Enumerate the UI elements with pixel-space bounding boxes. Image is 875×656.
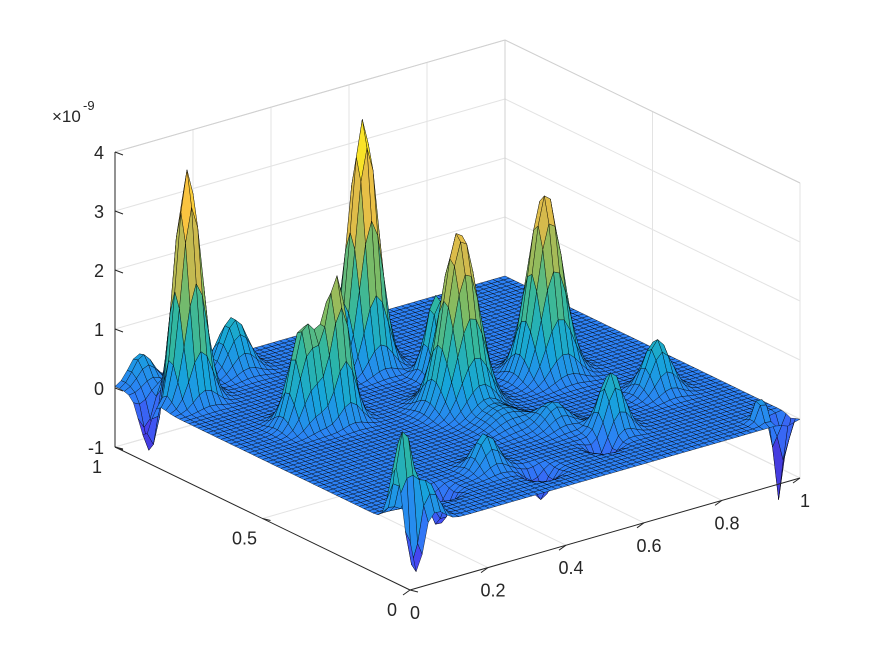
z-tick-label: 1 <box>94 320 104 340</box>
x-tick-label: 0.6 <box>636 536 661 556</box>
grid-line-z-side <box>504 98 801 243</box>
y-tick <box>409 589 419 593</box>
grid-line-z-back <box>114 157 506 271</box>
z-tick-label: 0 <box>94 379 104 399</box>
z-tick-label: -1 <box>88 438 104 458</box>
z-tick <box>114 151 124 156</box>
x-tick-label: 0.2 <box>480 581 505 601</box>
x-tick-label: 1 <box>800 491 810 511</box>
x-tick-label: 0 <box>410 603 420 623</box>
z-tick-label: 2 <box>94 261 104 281</box>
z-tick-label: 3 <box>94 202 104 222</box>
x-tick-label: 0.8 <box>714 513 739 533</box>
y-tick-label: 1 <box>92 457 102 477</box>
y-tick-label: 0 <box>387 600 397 620</box>
z-exponent-power: -9 <box>83 98 95 113</box>
x-tick <box>402 589 411 596</box>
z-tick <box>114 328 124 333</box>
box-edge <box>504 39 801 184</box>
y-tick-label: 0.5 <box>232 529 257 549</box>
grid-line-z-back <box>114 98 506 212</box>
surface-mesh <box>114 119 801 573</box>
grid-line-z-side <box>504 157 801 302</box>
z-tick <box>114 269 124 274</box>
x-tick-label: 0.4 <box>558 558 583 578</box>
z-tick-label: 4 <box>94 143 104 163</box>
z-tick <box>114 210 124 215</box>
box-edge <box>114 39 506 153</box>
z-exponent-multiplier: ×10 <box>52 107 81 126</box>
